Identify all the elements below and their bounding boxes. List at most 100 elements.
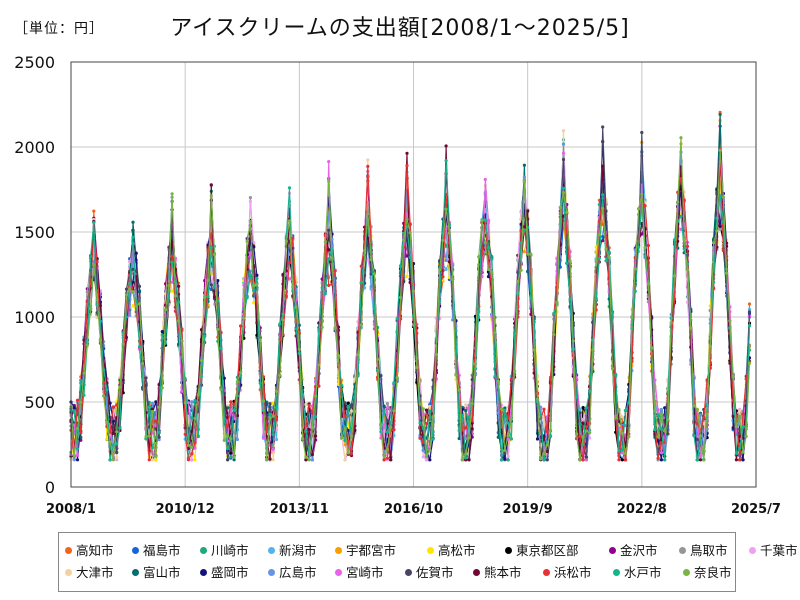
data-point bbox=[98, 319, 102, 323]
data-point bbox=[72, 409, 76, 413]
data-point bbox=[340, 436, 344, 440]
data-point bbox=[222, 417, 226, 421]
data-point bbox=[349, 434, 354, 438]
data-point bbox=[235, 413, 239, 418]
data-point bbox=[741, 458, 745, 462]
data-point bbox=[584, 458, 589, 462]
data-point bbox=[359, 323, 363, 327]
data-point bbox=[343, 458, 347, 462]
legend-item: 高松市 bbox=[427, 543, 476, 559]
data-point bbox=[418, 421, 422, 425]
legend-item: 鳥取市 bbox=[679, 543, 728, 559]
data-point bbox=[702, 458, 706, 462]
data-point bbox=[500, 407, 504, 411]
data-point bbox=[561, 151, 566, 155]
legend-label: 宇都宮市 bbox=[346, 543, 397, 558]
data-point bbox=[131, 220, 135, 224]
data-point bbox=[565, 261, 569, 265]
legend-marker bbox=[683, 569, 690, 576]
data-point bbox=[604, 259, 608, 263]
data-point bbox=[209, 267, 213, 271]
data-point bbox=[526, 209, 530, 213]
data-point bbox=[271, 433, 275, 437]
data-point bbox=[584, 429, 589, 433]
data-point bbox=[607, 255, 611, 259]
data-point bbox=[522, 225, 527, 229]
data-point bbox=[297, 323, 301, 327]
data-point bbox=[124, 335, 129, 339]
data-point bbox=[428, 448, 432, 452]
x-tick-label: 2008/1 bbox=[46, 502, 96, 517]
data-point bbox=[747, 302, 752, 306]
data-point bbox=[421, 440, 425, 444]
data-point bbox=[731, 414, 735, 419]
legend-item: 福島市 bbox=[132, 543, 181, 559]
data-point bbox=[121, 342, 125, 346]
data-point bbox=[222, 438, 226, 442]
data-point bbox=[291, 236, 295, 240]
data-point bbox=[509, 377, 513, 381]
data-point bbox=[486, 267, 491, 272]
legend-label: 浜松市 bbox=[554, 565, 592, 580]
data-point bbox=[105, 437, 109, 441]
data-point bbox=[359, 264, 363, 268]
data-point bbox=[265, 458, 269, 462]
data-point bbox=[349, 452, 354, 456]
data-point bbox=[226, 447, 230, 451]
data-point bbox=[147, 405, 151, 409]
data-point bbox=[503, 408, 507, 412]
data-point bbox=[209, 283, 213, 287]
data-point bbox=[111, 419, 115, 423]
legend-item: 水戸市 bbox=[613, 565, 662, 581]
data-point bbox=[493, 331, 497, 335]
data-point bbox=[307, 403, 311, 407]
data-point bbox=[229, 455, 233, 459]
data-point bbox=[226, 406, 230, 410]
data-point bbox=[102, 394, 106, 398]
legend-label: 千葉市 bbox=[760, 543, 798, 558]
legend-label: 富山市 bbox=[143, 565, 181, 580]
data-point bbox=[718, 227, 722, 231]
data-point bbox=[542, 458, 546, 462]
data-point bbox=[278, 373, 282, 377]
legend-label: 奈良市 bbox=[694, 565, 732, 580]
data-point bbox=[385, 419, 389, 423]
data-point bbox=[180, 339, 184, 343]
data-point bbox=[310, 458, 314, 462]
data-point bbox=[144, 376, 148, 380]
data-point bbox=[483, 177, 487, 182]
data-point bbox=[239, 370, 243, 375]
data-point bbox=[620, 431, 624, 435]
data-point bbox=[121, 378, 125, 382]
data-point bbox=[131, 267, 135, 271]
data-point bbox=[154, 454, 158, 458]
legend-marker bbox=[200, 569, 207, 576]
data-point bbox=[128, 260, 132, 264]
data-point bbox=[659, 427, 664, 431]
legend-marker bbox=[65, 569, 72, 576]
data-point bbox=[542, 451, 546, 455]
chart-legend: 高知市 福島市 川崎市 新潟市 宇都宮市 高松市 東京都区部 金沢市 鳥取市 千葉市 大津市 富山市 盛… bbox=[58, 532, 798, 592]
data-point bbox=[650, 346, 654, 350]
data-point bbox=[167, 283, 171, 287]
data-point bbox=[460, 458, 464, 462]
data-point bbox=[672, 274, 677, 278]
data-point bbox=[454, 373, 458, 377]
data-point bbox=[320, 286, 324, 290]
data-point bbox=[343, 401, 347, 405]
data-point bbox=[578, 422, 582, 426]
y-tick-label: 2000 bbox=[14, 138, 55, 157]
data-point bbox=[444, 267, 448, 271]
data-point bbox=[542, 435, 546, 439]
legend-label: 高松市 bbox=[438, 543, 476, 558]
data-point bbox=[164, 308, 168, 312]
data-point bbox=[144, 435, 148, 439]
data-point bbox=[150, 446, 155, 450]
data-point bbox=[734, 425, 739, 429]
data-point bbox=[640, 130, 644, 135]
data-point bbox=[314, 394, 318, 398]
data-point bbox=[490, 270, 494, 274]
data-point bbox=[503, 448, 507, 452]
data-point bbox=[199, 328, 204, 332]
data-point bbox=[516, 279, 520, 283]
